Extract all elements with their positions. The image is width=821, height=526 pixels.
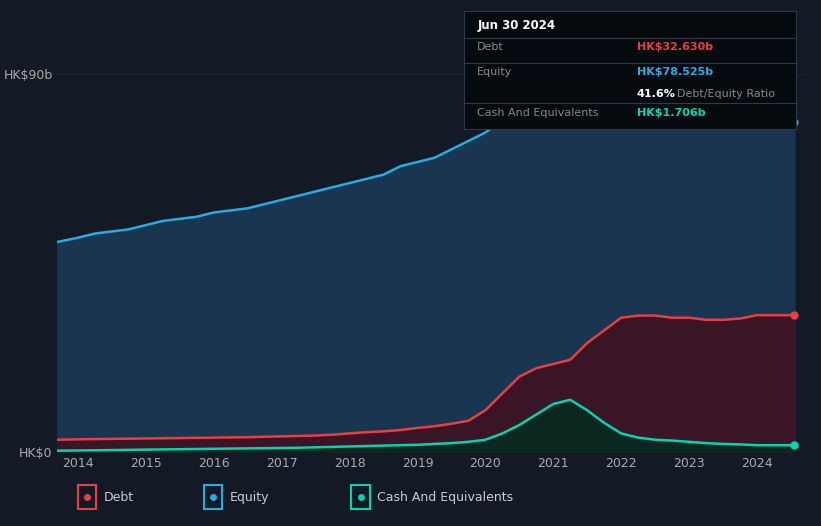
Text: Debt: Debt [104, 491, 134, 503]
FancyBboxPatch shape [204, 485, 222, 509]
Text: Equity: Equity [230, 491, 269, 503]
Text: Debt/Equity Ratio: Debt/Equity Ratio [677, 88, 775, 99]
FancyBboxPatch shape [351, 485, 370, 509]
Text: Cash And Equivalents: Cash And Equivalents [377, 491, 513, 503]
FancyBboxPatch shape [78, 485, 97, 509]
Text: 41.6%: 41.6% [637, 88, 676, 99]
Text: HK$32.630b: HK$32.630b [637, 43, 713, 53]
Text: HK$1.706b: HK$1.706b [637, 108, 705, 118]
Text: Debt: Debt [477, 43, 504, 53]
Text: HK$78.525b: HK$78.525b [637, 67, 713, 77]
Text: Cash And Equivalents: Cash And Equivalents [477, 108, 599, 118]
Text: Jun 30 2024: Jun 30 2024 [477, 19, 555, 32]
Text: Equity: Equity [477, 67, 512, 77]
